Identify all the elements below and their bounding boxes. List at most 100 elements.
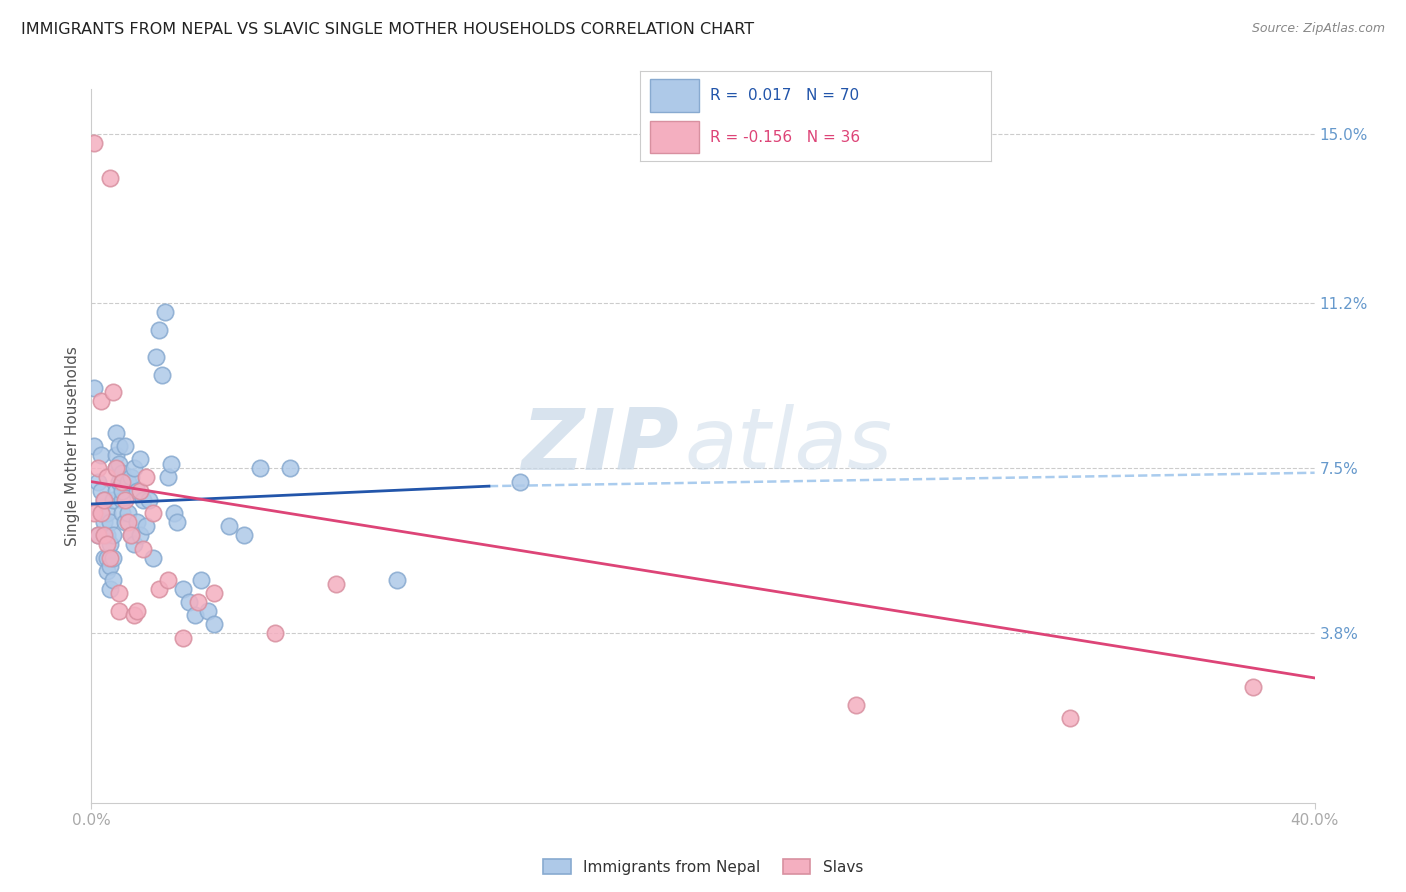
Point <box>104 483 127 498</box>
Point <box>845 698 868 712</box>
Point <box>86 461 108 475</box>
Point <box>96 506 118 520</box>
Point <box>114 439 136 453</box>
Point <box>1243 680 1265 694</box>
Point <box>96 564 118 578</box>
Point <box>111 483 134 498</box>
Point <box>104 425 127 440</box>
Point <box>132 541 155 556</box>
Point <box>101 385 124 400</box>
Point <box>90 448 112 462</box>
Point <box>101 492 124 507</box>
Point <box>127 483 149 498</box>
Text: atlas: atlas <box>685 404 893 488</box>
Point <box>264 626 287 640</box>
Point <box>93 550 115 565</box>
Point <box>86 528 108 542</box>
Point <box>129 528 152 542</box>
Text: R = -0.156   N = 36: R = -0.156 N = 36 <box>710 130 860 145</box>
Point <box>122 608 145 623</box>
Point <box>153 305 176 319</box>
Point <box>98 515 121 529</box>
Point <box>98 550 121 565</box>
Point <box>172 582 194 596</box>
Point <box>114 515 136 529</box>
Point <box>93 528 115 542</box>
Point <box>83 381 105 395</box>
Point <box>129 452 152 467</box>
Point <box>156 573 179 587</box>
Point <box>93 492 115 507</box>
Point <box>202 586 225 600</box>
Text: R =  0.017   N = 70: R = 0.017 N = 70 <box>710 88 859 103</box>
Point <box>96 528 118 542</box>
Point <box>141 550 163 565</box>
Point <box>156 470 179 484</box>
Point <box>90 483 112 498</box>
Point <box>166 515 188 529</box>
Point <box>108 586 131 600</box>
Point <box>108 457 131 471</box>
Point <box>104 448 127 462</box>
Point <box>83 136 105 150</box>
Point <box>111 466 134 480</box>
Point <box>90 394 112 409</box>
Point <box>111 475 134 489</box>
Point <box>83 439 105 453</box>
Point <box>249 461 271 475</box>
Point <box>160 457 183 471</box>
Point <box>90 506 112 520</box>
Point <box>132 492 155 507</box>
Point <box>202 617 225 632</box>
Legend: Immigrants from Nepal, Slavs: Immigrants from Nepal, Slavs <box>537 853 869 880</box>
Point <box>135 470 157 484</box>
Point <box>86 475 108 489</box>
Point <box>179 595 201 609</box>
Text: Source: ZipAtlas.com: Source: ZipAtlas.com <box>1251 22 1385 36</box>
Point <box>122 461 145 475</box>
Point <box>96 537 118 551</box>
Point <box>120 528 142 542</box>
FancyBboxPatch shape <box>650 121 700 153</box>
Point <box>96 550 118 565</box>
Point <box>108 439 131 453</box>
Text: ZIP: ZIP <box>520 404 679 488</box>
Point <box>98 559 121 574</box>
Point <box>108 475 131 489</box>
Point <box>98 537 121 551</box>
Point <box>385 573 409 587</box>
Point <box>190 573 212 587</box>
Point <box>111 506 134 520</box>
Point <box>101 550 124 565</box>
Point <box>101 528 124 542</box>
Point <box>120 528 142 542</box>
Point <box>101 573 124 587</box>
Point <box>98 171 121 186</box>
Point <box>145 350 167 364</box>
Point <box>148 582 170 596</box>
Point <box>184 608 207 623</box>
Point <box>278 461 301 475</box>
Point <box>93 515 115 529</box>
Point <box>325 577 347 591</box>
Point <box>218 519 240 533</box>
Point <box>83 506 105 520</box>
Point <box>86 528 108 542</box>
Point <box>163 506 186 520</box>
Point <box>93 492 115 507</box>
Point <box>187 595 209 609</box>
Point <box>104 461 127 475</box>
Point <box>138 492 160 507</box>
Point <box>509 475 531 489</box>
Point <box>127 604 149 618</box>
Point <box>233 528 256 542</box>
Point <box>108 604 131 618</box>
Point <box>111 492 134 507</box>
Point <box>96 470 118 484</box>
Point <box>122 537 145 551</box>
Point <box>135 519 157 533</box>
Point <box>117 475 139 489</box>
Point <box>98 582 121 596</box>
Point <box>127 515 149 529</box>
Point <box>120 470 142 484</box>
